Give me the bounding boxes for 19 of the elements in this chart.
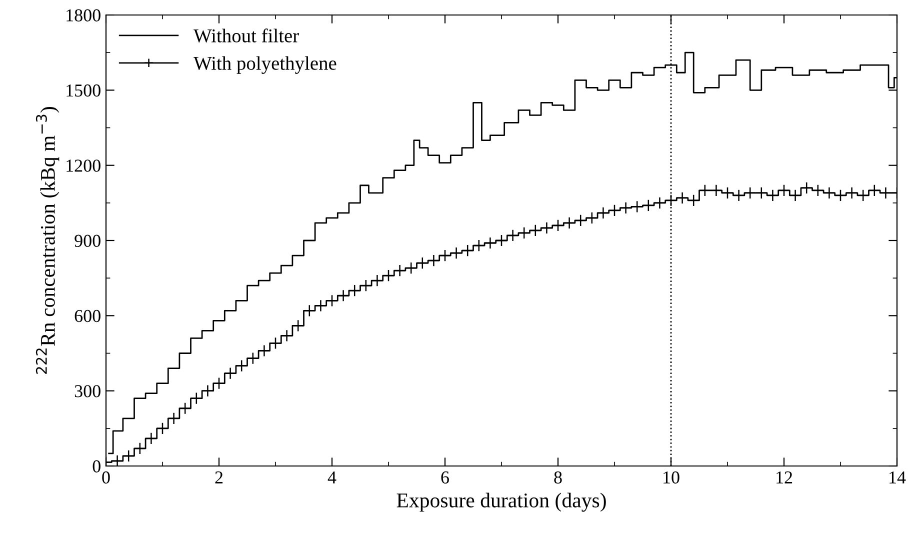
x-tick-label: 2	[215, 471, 223, 484]
x-tick-label: 10	[664, 471, 680, 484]
y-tick-label: 900	[74, 234, 100, 247]
x-tick-label: 4	[328, 472, 336, 484]
y-tick-label: 300	[74, 385, 100, 398]
y-tick-label: 600	[74, 310, 100, 322]
x-tick-label: 14	[890, 471, 906, 484]
legend-label: With polyethylene	[194, 56, 336, 74]
x-tick-label: 8	[554, 471, 562, 484]
y-tick-label: 1200	[66, 160, 100, 172]
x-axis-title: Exposure duration (days)	[396, 492, 606, 512]
x-tick-label: 6	[441, 471, 449, 484]
y-axis-title: $^{222}$Rn concentration (kBq m$^{−3}$)	[36, 107, 60, 374]
x-tick-label: 12	[776, 471, 792, 484]
y-tick-label: 1500	[66, 84, 100, 97]
y-tick-label: 0	[92, 460, 100, 472]
x-tick-label: 0	[102, 471, 110, 484]
y-tick-label: 1800	[66, 9, 100, 22]
legend-label: Without filter	[194, 28, 299, 43]
